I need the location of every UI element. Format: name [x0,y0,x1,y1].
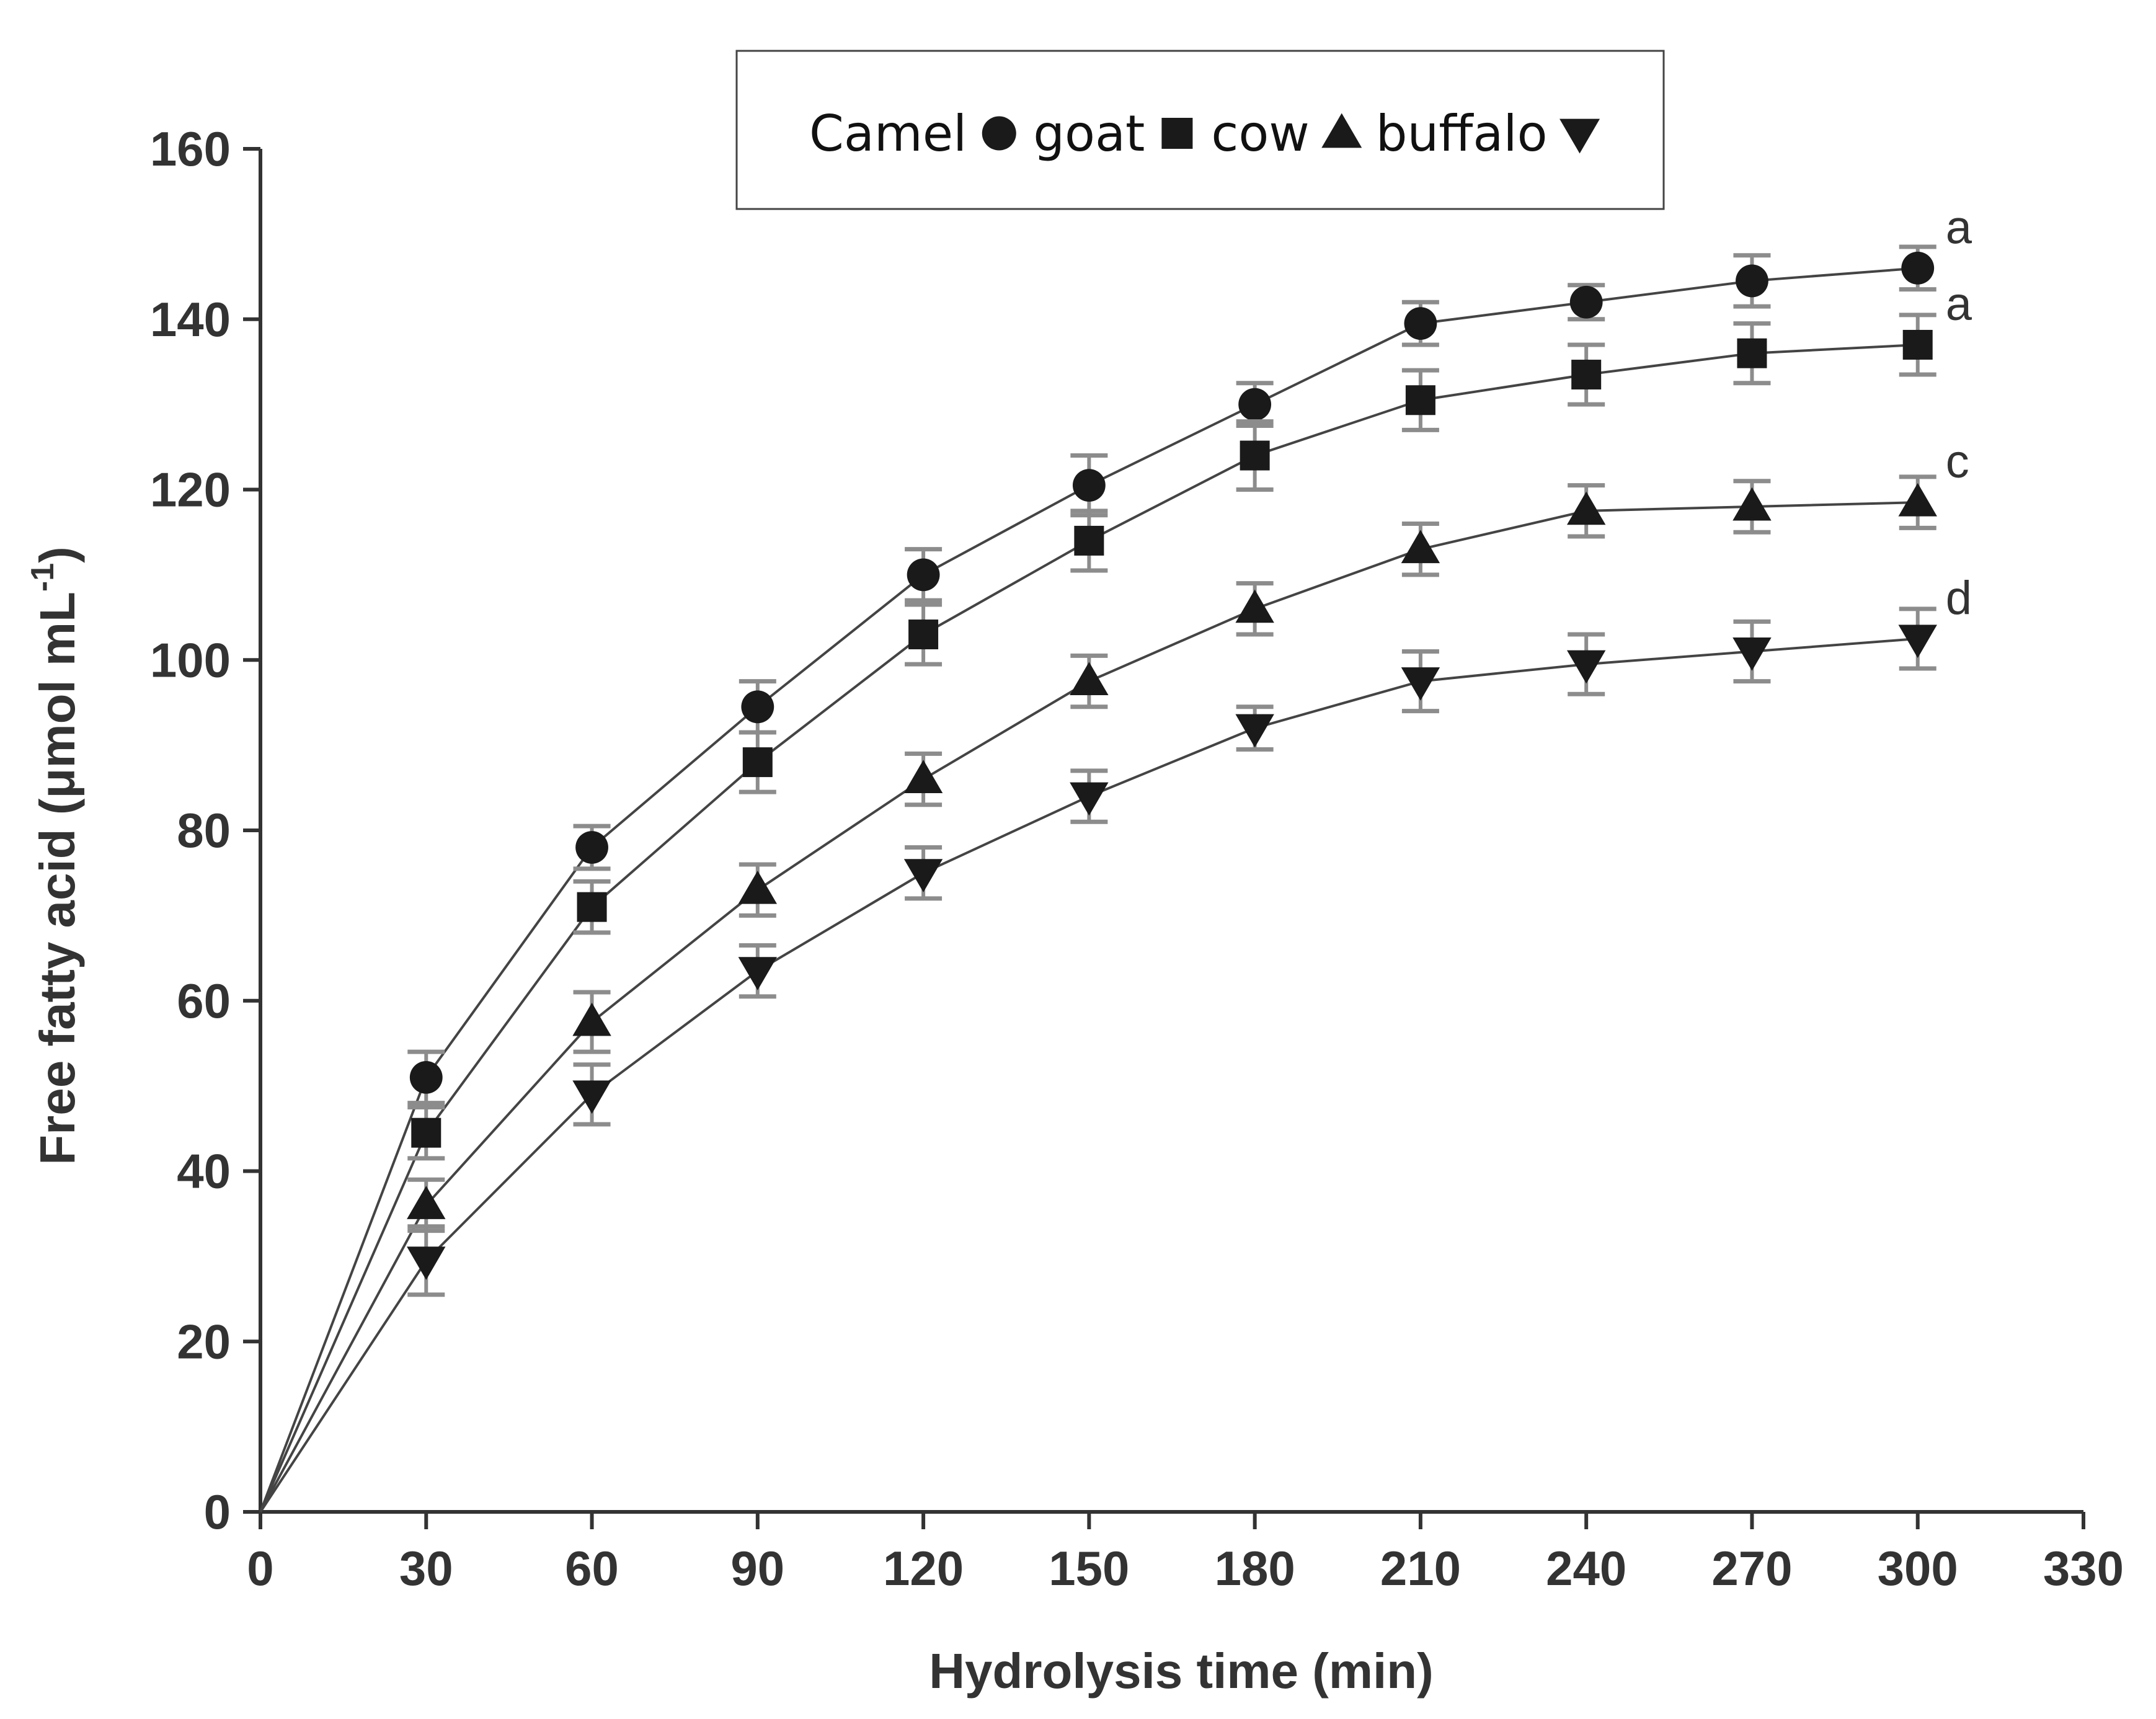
y-axis-title: Free fatty acid (μmol mL-1) [25,546,85,1165]
legend-label: buffalo [1376,105,1548,162]
x-tick-label: 90 [730,1541,784,1596]
legend: Camel goat cow buffalo [735,50,1665,210]
data-point [577,892,607,922]
data-point [1238,388,1272,421]
data-point [1401,667,1440,701]
x-tick-label: 240 [1546,1541,1626,1596]
data-point [1898,624,1937,659]
data-point [1072,469,1106,502]
data-point [1569,285,1603,319]
data-point [1235,589,1274,623]
data-point [572,1080,611,1114]
legend-items: Camel goat cow buffalo [809,105,1600,162]
y-axis-title-superscript: -1 [25,563,61,592]
data-point [1235,714,1274,748]
data-point [741,690,774,724]
data-point [1902,329,1933,360]
y-tick-label: 60 [177,974,231,1028]
legend-marker [982,116,1016,151]
x-tick-label: 210 [1380,1541,1461,1596]
axes: 0 30 60 90 120 150 180 210 240 270 300 330 0 20 40 60 80… [150,122,2124,1596]
data-point [1571,360,1602,390]
legend-label: goat [1033,105,1145,162]
legend-label: cow [1211,105,1309,162]
data-point [411,1117,441,1148]
x-tick-label: 60 [565,1541,619,1596]
x-tick-label: 270 [1711,1541,1792,1596]
legend-marker [1161,118,1193,149]
data-point [1901,251,1935,285]
legend-marker [1559,118,1600,154]
y-tick-label: 20 [177,1314,231,1369]
series-camel: a [259,201,1972,1512]
data-point [908,620,939,650]
x-tick-label: 0 [247,1541,273,1596]
x-tick-label: 330 [2043,1541,2124,1596]
data-point [575,831,608,864]
legend-label: Camel [809,105,967,162]
data-point [1070,662,1109,696]
significance-label: d [1946,572,1972,624]
y-tick-label: 100 [150,633,231,687]
data-point [1404,307,1437,340]
data-point [1566,650,1606,684]
series-buffalo: d [259,572,1972,1513]
y-tick-label: 120 [150,463,231,517]
data-point [409,1060,443,1094]
data-point [1401,530,1440,564]
series-goat: a [259,278,1972,1512]
y-tick-label: 80 [177,803,231,858]
significance-label: a [1946,278,1972,331]
y-tick-label: 0 [204,1485,231,1539]
data-point [407,1186,446,1219]
data-point [1070,782,1109,816]
x-axis-title: Hydrolysis time (min) [929,1643,1434,1699]
series-layer: aa c d [259,201,1972,1513]
y-axis-title-main: Free fatty acid (μmol mL [30,592,85,1165]
data-point [1736,264,1768,298]
data-point [1566,491,1606,525]
data-point [572,1002,611,1036]
data-point [1732,487,1772,521]
data-point [903,760,943,794]
y-tick-label: 140 [150,292,231,347]
y-tick-label: 40 [177,1144,231,1199]
data-point [1074,525,1104,556]
data-point [1732,637,1772,671]
y-tick-label: 160 [150,122,231,176]
data-point [903,859,943,892]
data-point [742,747,773,778]
data-point [738,957,778,990]
x-tick-label: 120 [883,1541,964,1596]
data-point [907,558,940,592]
significance-label: a [1946,201,1972,254]
data-point [407,1246,446,1280]
data-point [738,870,778,904]
data-point [1240,440,1270,471]
legend-marker [1321,113,1362,148]
data-point [1898,482,1937,517]
significance-label: c [1946,435,1969,488]
x-tick-label: 180 [1215,1541,1295,1596]
y-axis-title-close: ) [30,546,85,563]
data-point [1737,338,1767,368]
series-cow: c [259,435,1969,1512]
x-tick-label: 150 [1049,1541,1129,1596]
data-point [1405,385,1435,415]
x-tick-label: 300 [1878,1541,1958,1596]
x-tick-label: 30 [399,1541,453,1596]
legend-box [735,50,1665,210]
